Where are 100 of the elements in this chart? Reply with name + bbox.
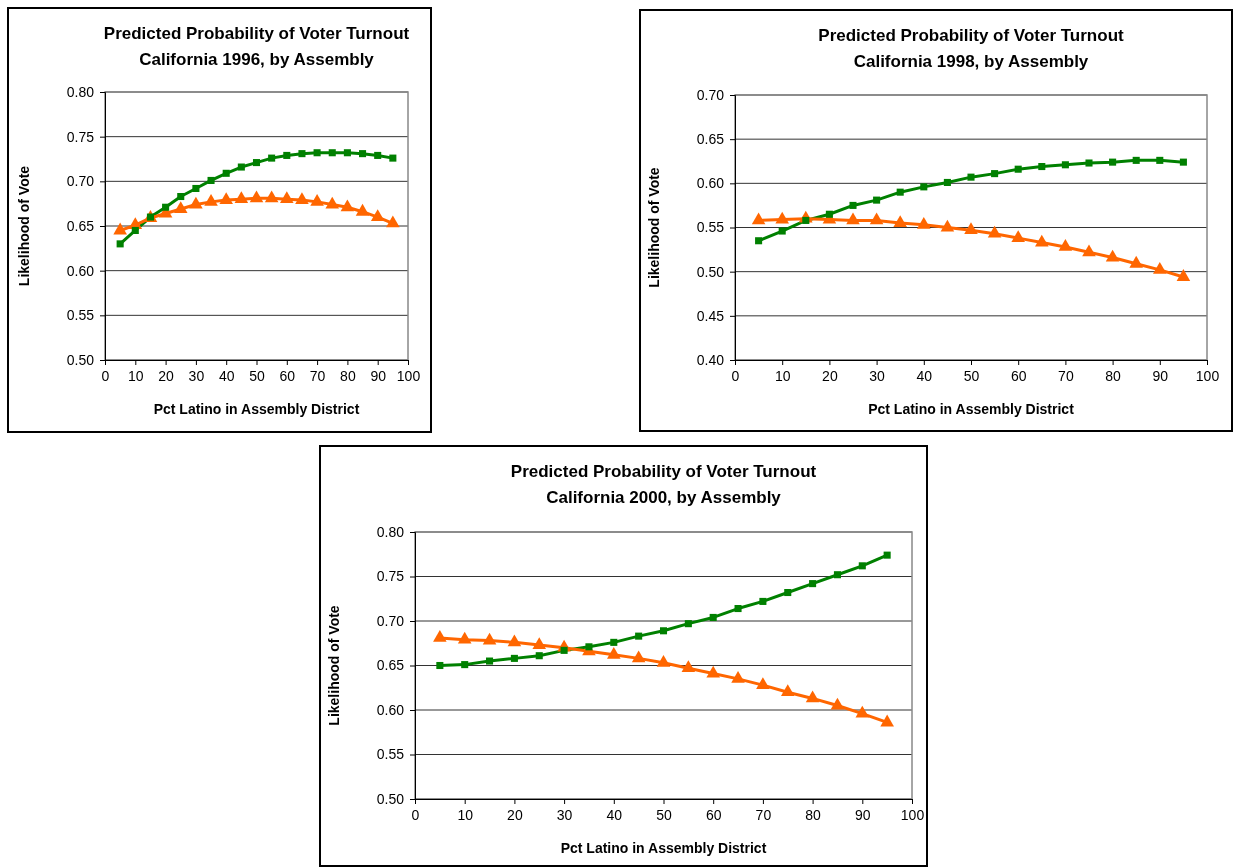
point: [756, 677, 770, 689]
point: [1058, 239, 1073, 251]
y-tick-label: 0.75: [66, 128, 95, 145]
point: [461, 661, 469, 669]
point: [731, 671, 745, 683]
y-tick-label: 0.80: [376, 523, 405, 540]
point: [967, 173, 975, 181]
x-axis-title: Pct Latino in Assembly District: [560, 840, 767, 856]
point: [1153, 262, 1167, 274]
point: [855, 705, 870, 718]
point: [610, 638, 618, 646]
y-tick-label: 0.55: [376, 746, 405, 763]
y-axis-title: Likelihood of Vote: [16, 165, 32, 287]
point: [681, 660, 696, 673]
y-axis-title: Likelihood of Vote: [326, 605, 342, 726]
y-tick-label: 0.60: [66, 262, 95, 279]
x-tick-label: 40: [606, 806, 623, 823]
point: [656, 654, 671, 667]
y-tick-label: 0.60: [696, 175, 725, 192]
point: [830, 697, 845, 710]
y-tick-label: 0.80: [66, 83, 95, 100]
x-tick-label: 30: [869, 367, 886, 384]
chart-title: Predicted Probability of Voter Turnout: [510, 462, 817, 481]
y-tick-label: 0.70: [696, 86, 725, 103]
x-tick-label: 100: [1195, 367, 1220, 384]
point: [880, 714, 894, 727]
y-tick-label: 0.70: [66, 173, 95, 190]
point: [805, 690, 820, 703]
point: [631, 650, 646, 663]
point: [1085, 159, 1093, 167]
point: [1011, 230, 1025, 243]
y-tick-label: 0.50: [376, 790, 405, 807]
point: [1176, 269, 1191, 281]
point: [635, 632, 643, 640]
chart-subtitle: California 1996, by Assembly: [139, 50, 375, 69]
point: [943, 178, 951, 186]
x-tick-label: 10: [457, 806, 474, 823]
point: [987, 225, 1002, 238]
point: [775, 211, 789, 224]
y-tick-label: 0.55: [696, 219, 725, 236]
x-tick-label: 0: [101, 367, 110, 384]
x-tick-label: 60: [1010, 367, 1027, 384]
point: [917, 217, 931, 229]
point: [825, 210, 833, 218]
x-tick-label: 40: [218, 367, 235, 384]
point: [778, 227, 786, 235]
x-tick-label: 80: [1105, 367, 1122, 384]
x-tick-label: 90: [1152, 367, 1169, 384]
point: [535, 652, 543, 660]
y-tick-label: 0.65: [66, 217, 95, 234]
x-tick-label: 10: [128, 367, 144, 384]
point: [482, 632, 497, 645]
point: [1105, 249, 1120, 262]
point: [809, 580, 817, 588]
x-tick-label: 20: [507, 806, 523, 823]
point: [1129, 255, 1143, 268]
point: [1038, 163, 1046, 171]
point: [780, 684, 795, 697]
point: [532, 637, 547, 649]
point: [734, 605, 742, 613]
point: [833, 571, 841, 579]
y-axis-title: Likelihood of Vote: [646, 167, 662, 288]
point: [920, 183, 928, 191]
point: [510, 654, 518, 662]
x-tick-label: 100: [396, 367, 421, 384]
y-tick-label: 0.50: [66, 351, 95, 368]
point: [684, 620, 692, 628]
chart-title: Predicted Probability of Voter Turnout: [818, 26, 1125, 45]
point: [991, 170, 999, 178]
x-tick-label: 50: [249, 367, 265, 384]
point: [706, 665, 720, 678]
point: [457, 631, 472, 644]
x-tick-label: 10: [774, 367, 791, 384]
point: [755, 237, 763, 245]
chart-subtitle: California 2000, by Assembly: [546, 488, 782, 507]
x-tick-label: 70: [1058, 367, 1074, 384]
x-tick-label: 100: [900, 806, 925, 823]
point: [751, 212, 766, 225]
x-tick-label: 40: [916, 367, 933, 384]
point: [1014, 165, 1022, 173]
y-tick-label: 0.55: [66, 307, 95, 324]
point: [869, 212, 884, 225]
point: [709, 613, 717, 621]
x-tick-label: 50: [963, 367, 980, 384]
point: [1179, 158, 1187, 166]
y-tick-label: 0.75: [376, 568, 405, 585]
y-tick-label: 0.45: [696, 307, 725, 324]
x-tick-label: 20: [822, 367, 838, 384]
x-tick-label: 30: [556, 806, 573, 823]
x-tick-label: 0: [411, 806, 420, 823]
y-tick-label: 0.65: [376, 657, 405, 674]
point: [759, 597, 767, 605]
y-tick-label: 0.40: [696, 351, 725, 368]
x-tick-label: 50: [656, 806, 672, 823]
point: [858, 562, 866, 570]
point: [507, 634, 522, 647]
point: [1132, 156, 1140, 164]
chart-subtitle: California 1998, by Assembly: [853, 52, 1089, 71]
point: [893, 215, 907, 228]
point: [896, 188, 904, 196]
